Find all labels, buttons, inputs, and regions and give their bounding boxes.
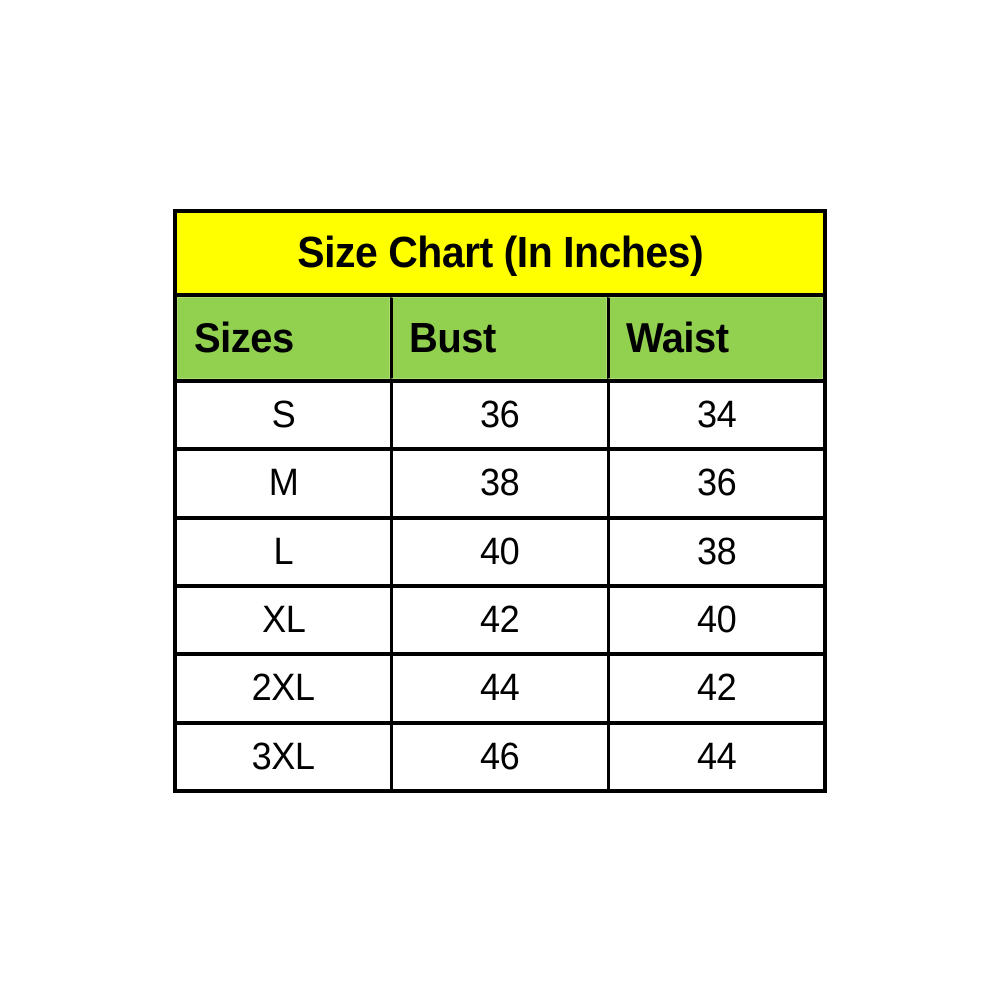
column-header-waist-label: Waist — [626, 314, 729, 361]
cell-size: 3XL — [177, 724, 390, 789]
cell-waist-value: 38 — [696, 530, 737, 573]
cell-bust-value: 46 — [480, 735, 520, 778]
size-chart-title: Size Chart (In Inches) — [297, 228, 703, 277]
cell-waist: 42 — [607, 656, 823, 721]
column-header-sizes: Sizes — [177, 297, 390, 379]
cell-bust-value: 38 — [480, 462, 520, 505]
column-header-bust: Bust — [390, 297, 607, 379]
cell-size: L — [177, 519, 390, 584]
table-body: S 36 34 M 38 36 — [177, 383, 823, 789]
cell-waist: 36 — [607, 451, 823, 516]
cell-bust-value: 36 — [480, 394, 520, 437]
cell-size: M — [177, 451, 390, 516]
cell-waist: 44 — [607, 724, 823, 789]
cell-size-value: L — [273, 530, 294, 573]
cell-bust: 44 — [390, 656, 607, 721]
cell-waist: 38 — [607, 519, 823, 584]
table-row: 3XL 46 44 — [177, 724, 823, 789]
table-row: L 40 38 — [177, 519, 823, 588]
cell-bust-value: 40 — [480, 530, 520, 573]
cell-bust: 42 — [390, 587, 607, 653]
size-chart-table: Size Chart (In Inches) Sizes Bust Waist … — [173, 209, 827, 793]
cell-size-value: M — [268, 462, 299, 505]
cell-waist-value: 36 — [696, 462, 737, 505]
cell-waist-value: 40 — [696, 599, 737, 642]
cell-waist-value: 42 — [696, 667, 737, 710]
table-row: S 36 34 — [177, 383, 823, 452]
cell-size-value: 2XL — [252, 667, 315, 710]
cell-waist-value: 44 — [696, 735, 737, 778]
column-header-bust-label: Bust — [409, 314, 496, 361]
cell-bust: 36 — [390, 383, 607, 448]
table-row: 2XL 44 42 — [177, 656, 823, 725]
cell-bust-value: 44 — [480, 667, 520, 710]
column-header-sizes-label: Sizes — [194, 314, 294, 361]
cell-size-value: XL — [261, 599, 306, 642]
column-header-waist: Waist — [607, 297, 823, 379]
size-chart-title-row: Size Chart (In Inches) — [177, 213, 823, 297]
cell-bust: 38 — [390, 451, 607, 516]
cell-waist: 34 — [607, 383, 823, 448]
cell-size-value: S — [271, 394, 296, 437]
table-row: M 38 36 — [177, 451, 823, 520]
cell-size: 2XL — [177, 656, 390, 721]
cell-size-value: 3XL — [252, 735, 315, 778]
cell-waist-value: 34 — [696, 394, 737, 437]
table-row: XL 42 40 — [177, 587, 823, 657]
table-header-row: Sizes Bust Waist — [177, 297, 823, 383]
cell-size: XL — [177, 587, 390, 653]
cell-bust: 46 — [390, 724, 607, 789]
cell-size: S — [177, 383, 390, 448]
cell-bust-value: 42 — [480, 599, 520, 642]
cell-bust: 40 — [390, 519, 607, 584]
cell-waist: 40 — [607, 587, 823, 653]
